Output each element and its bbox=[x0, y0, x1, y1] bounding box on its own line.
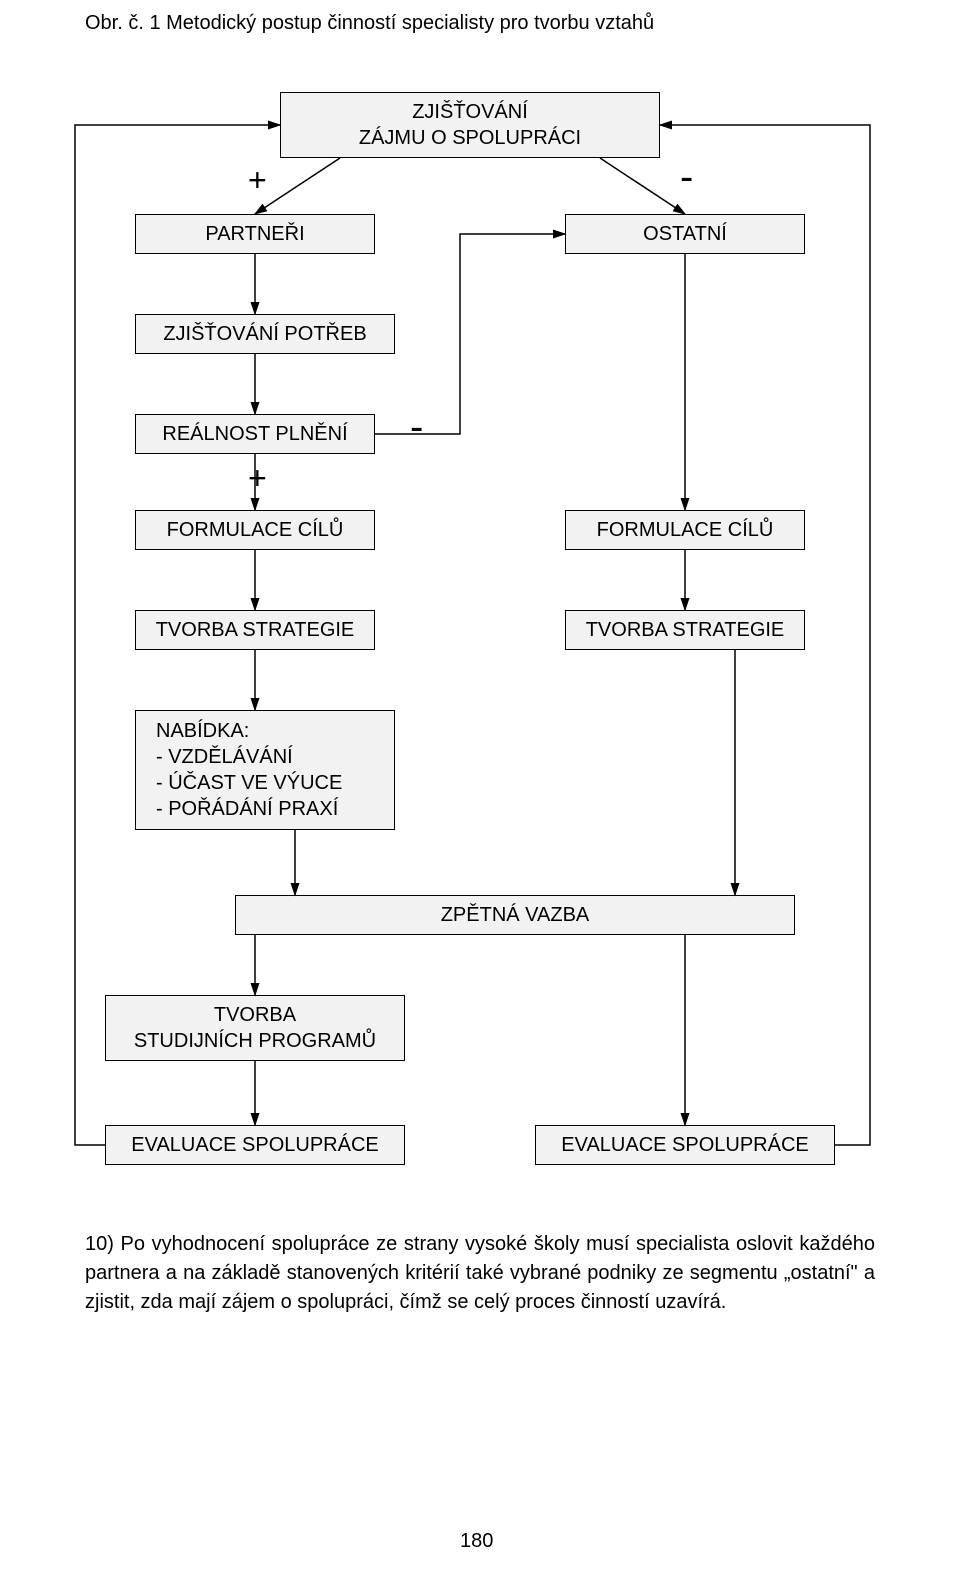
minus-realnost: - bbox=[410, 405, 423, 450]
box-text: ZJIŠŤOVÁNÍ POTŘEB bbox=[163, 321, 366, 347]
box-evaluace-r: EVALUACE SPOLUPRÁCE bbox=[535, 1125, 835, 1165]
box-text: OSTATNÍ bbox=[643, 221, 727, 247]
box-text: ZJIŠŤOVÁNÍZÁJMU O SPOLUPRÁCI bbox=[359, 99, 581, 151]
box-partneri: PARTNEŘI bbox=[135, 214, 375, 254]
box-text: FORMULACE CÍLŮ bbox=[597, 517, 774, 543]
box-zjistovani-potreb: ZJIŠŤOVÁNÍ POTŘEB bbox=[135, 314, 395, 354]
box-text: FORMULACE CÍLŮ bbox=[167, 517, 344, 543]
page-number: 180 bbox=[460, 1530, 493, 1553]
box-text: REÁLNOST PLNĚNÍ bbox=[162, 421, 347, 447]
box-text: TVORBA STRATEGIE bbox=[586, 617, 785, 643]
box-text: TVORBASTUDIJNÍCH PROGRAMŮ bbox=[134, 1002, 376, 1054]
box-text: TVORBA STRATEGIE bbox=[156, 617, 355, 643]
box-zjistovani-zajmu: ZJIŠŤOVÁNÍZÁJMU O SPOLUPRÁCI bbox=[280, 92, 660, 158]
box-tvorba-studijnich: TVORBASTUDIJNÍCH PROGRAMŮ bbox=[105, 995, 405, 1061]
box-text: ZPĚTNÁ VAZBA bbox=[441, 902, 590, 928]
paragraph: 10) Po vyhodnocení spolupráce ze strany … bbox=[85, 1230, 875, 1317]
box-nabidka: NABÍDKA:- VZDĚLÁVÁNÍ- ÚČAST VE VÝUCE- PO… bbox=[135, 710, 395, 830]
box-formulace-cilu-r: FORMULACE CÍLŮ bbox=[565, 510, 805, 550]
figure-caption: Obr. č. 1 Metodický postup činností spec… bbox=[85, 12, 654, 35]
box-tvorba-strategie-r: TVORBA STRATEGIE bbox=[565, 610, 805, 650]
box-text: NABÍDKA:- VZDĚLÁVÁNÍ- ÚČAST VE VÝUCE- PO… bbox=[156, 718, 342, 822]
box-evaluace-l: EVALUACE SPOLUPRÁCE bbox=[105, 1125, 405, 1165]
plus-realnost: + bbox=[248, 460, 267, 497]
box-text: EVALUACE SPOLUPRÁCE bbox=[561, 1132, 809, 1158]
box-realnost-plneni: REÁLNOST PLNĚNÍ bbox=[135, 414, 375, 454]
box-tvorba-strategie-l: TVORBA STRATEGIE bbox=[135, 610, 375, 650]
box-text: PARTNEŘI bbox=[205, 221, 304, 247]
box-text: EVALUACE SPOLUPRÁCE bbox=[131, 1132, 379, 1158]
minus-top: - bbox=[680, 155, 693, 200]
box-zpetna-vazba: ZPĚTNÁ VAZBA bbox=[235, 895, 795, 935]
plus-top: + bbox=[248, 162, 267, 199]
box-formulace-cilu-l: FORMULACE CÍLŮ bbox=[135, 510, 375, 550]
box-ostatni: OSTATNÍ bbox=[565, 214, 805, 254]
